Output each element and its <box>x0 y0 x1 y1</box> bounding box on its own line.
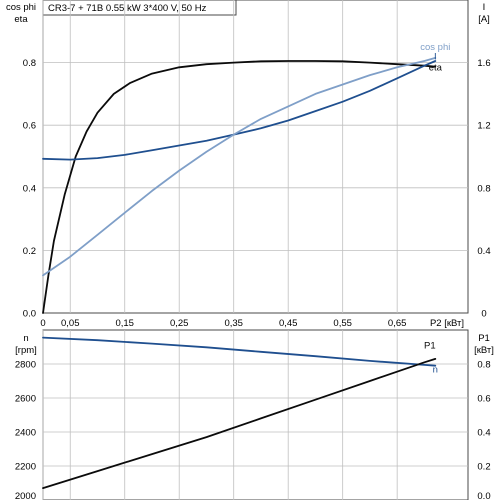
x-tick-label: 0 <box>40 318 45 329</box>
left-y-tick-label: 2400 <box>15 428 36 439</box>
grid-layer <box>42 0 468 500</box>
series-line-I <box>42 60 437 161</box>
x-tick-label: 0,05 <box>61 318 80 329</box>
left-y-tick-label: 2200 <box>15 462 36 473</box>
right-y-tick-label: 0.6 <box>477 394 490 405</box>
left-y-tick-label: 2800 <box>15 360 36 371</box>
series-line-n <box>42 336 437 367</box>
x-tick-label: 0,55 <box>333 318 352 329</box>
left-y-tick-label: 2600 <box>15 394 36 405</box>
top-right-axis-title-line1: I <box>483 2 486 13</box>
x-tick-label: 0,65 <box>388 318 407 329</box>
left-y-tick-label: 2000 <box>15 491 36 500</box>
x-axis-title: P2 [кВт] <box>430 318 464 329</box>
right-y-tick-label: 0 <box>481 309 486 320</box>
series-label-cos-phi: cos phi <box>420 42 450 53</box>
chart-title: CR3-7 + 71B 0.55 kW 3*400 V, 50 Hz <box>48 3 207 14</box>
tick-label-layer: 0 0,05 0,15 0,25 0,35 0,45 0,55 0,65 0.0 0.2 0.4 0.… <box>15 58 491 500</box>
series-layer <box>42 57 437 490</box>
bottom-left-axis-title-line1: n <box>23 333 28 344</box>
series-line-P1 <box>42 357 437 490</box>
x-tick-label: 0,35 <box>224 318 243 329</box>
right-y-tick-label: 0.4 <box>477 428 490 439</box>
series-line-eta <box>42 60 437 314</box>
bottom-right-axis-title-line2: [кВт] <box>474 345 494 356</box>
bottom-right-axis-title-line1: P1 <box>478 333 490 344</box>
bottom-left-axis-title-line2: [rpm] <box>15 345 37 356</box>
bottom-plot-frame <box>42 329 469 500</box>
x-tick-label: 0,45 <box>279 318 298 329</box>
left-y-tick-label: 0.8 <box>23 58 36 69</box>
series-label-n: n <box>433 365 438 376</box>
top-left-axis-title-line2: eta <box>14 14 28 25</box>
right-y-tick-label: 1.2 <box>477 121 490 132</box>
x-tick-label: 0,15 <box>115 318 134 329</box>
series-label-P1: P1 <box>424 341 436 352</box>
left-y-tick-label: 0.0 <box>23 309 36 320</box>
top-right-axis-title-line2: [A] <box>478 14 490 25</box>
left-y-tick-label: 0.2 <box>23 246 36 257</box>
top-left-axis-title-line1: cos phi <box>6 2 36 13</box>
right-y-tick-label: 0.0 <box>477 491 490 500</box>
right-y-tick-label: 0.8 <box>477 183 490 194</box>
chart-title-box: CR3-7 + 71B 0.55 kW 3*400 V, 50 Hz <box>42 0 237 16</box>
right-y-tick-label: 0.4 <box>477 246 490 257</box>
series-label-eta: eta <box>429 62 443 73</box>
x-tick-label: 0,25 <box>170 318 189 329</box>
right-y-tick-label: 0.2 <box>477 462 490 473</box>
left-y-tick-label: 0.6 <box>23 121 36 132</box>
series-line-cos-phi <box>42 57 437 277</box>
series-label-I: I <box>434 51 437 62</box>
right-y-tick-label: 0.8 <box>477 360 490 371</box>
left-y-tick-label: 0.4 <box>23 183 36 194</box>
right-y-tick-label: 1.6 <box>477 58 490 69</box>
